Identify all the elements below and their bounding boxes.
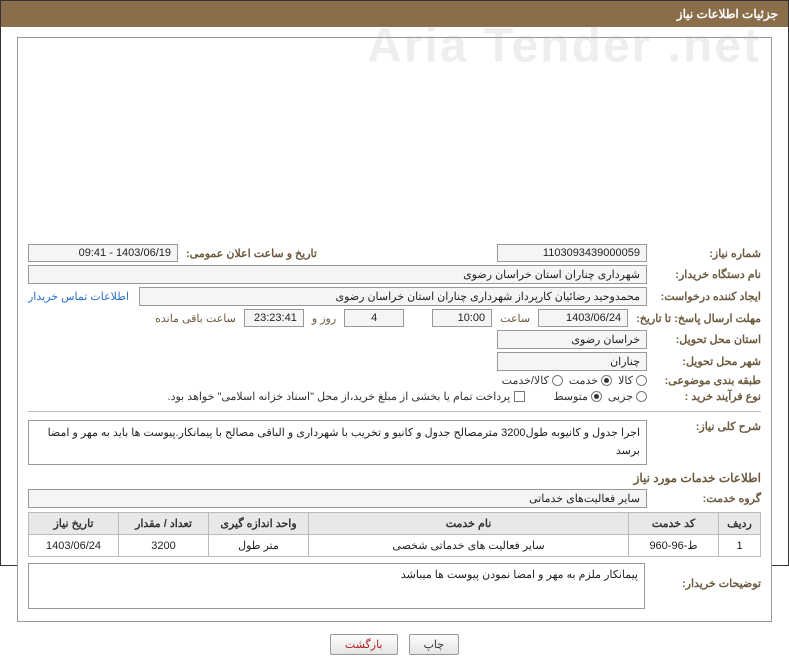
radio-service[interactable]: خدمت: [569, 374, 612, 387]
announce-value: 1403/06/19 - 09:41: [28, 244, 178, 262]
row-city: شهر محل تحویل: چناران: [28, 352, 761, 371]
requester-label: ایجاد کننده درخواست:: [651, 290, 761, 303]
radio-goods[interactable]: کالا: [618, 374, 647, 387]
print-button[interactable]: چاپ: [409, 634, 460, 655]
deadline-label: مهلت ارسال پاسخ: تا تاریخ:: [632, 312, 761, 325]
watermark-text: Aria Tender .net: [28, 19, 761, 74]
need-number-value: 1103093439000059: [497, 244, 647, 262]
table-row: 1 ط-96-960 سایر فعالیت های خدماتی شخصی م…: [29, 535, 761, 557]
deadline-time-value: 10:00: [432, 309, 492, 327]
buyer-notes-text: پیمانکار ملزم به مهر و امضا نمودن پیوست …: [28, 563, 645, 609]
row-buyer-notes: توضیحات خریدار: پیمانکار ملزم به مهر و ا…: [28, 563, 761, 609]
radio-partial[interactable]: جزیی: [608, 390, 647, 403]
buyer-org-label: نام دستگاه خریدار:: [651, 268, 761, 281]
province-value: خراسان رضوی: [497, 330, 647, 349]
time-label: ساعت: [496, 312, 534, 325]
row-deadline: مهلت ارسال پاسخ: تا تاریخ: 1403/06/24 سا…: [28, 309, 761, 327]
main-panel: Aria Tender .net شماره نیاز: 11030934390…: [17, 37, 772, 622]
days-suffix: روز و: [308, 312, 340, 325]
row-process-type: نوع فرآیند خرید : جزیی متوسط پرداخت تمام…: [28, 390, 761, 403]
button-row: چاپ بازگشت: [17, 634, 772, 655]
th-date: تاریخ نیاز: [29, 513, 119, 535]
cell-qty: 3200: [119, 535, 209, 557]
row-summary: شرح کلی نیاز: اجرا جدول و کانیوبه طول320…: [28, 420, 761, 465]
service-group-label: گروه خدمت:: [651, 492, 761, 505]
cell-code: ط-96-960: [629, 535, 719, 557]
page-title: جزئیات اطلاعات نیاز: [677, 7, 778, 21]
row-need-number: شماره نیاز: 1103093439000059 تاریخ و ساع…: [28, 244, 761, 262]
summary-label: شرح کلی نیاز:: [651, 420, 761, 433]
services-table: ردیف کد خدمت نام خدمت واحد اندازه گیری ت…: [28, 512, 761, 557]
radio-medium[interactable]: متوسط: [553, 390, 602, 403]
th-row: ردیف: [719, 513, 761, 535]
contact-buyer-link[interactable]: اطلاعات تماس خریدار: [28, 290, 135, 303]
row-service-group: گروه خدمت: سایر فعالیت‌های خدماتی: [28, 489, 761, 508]
services-section-title: اطلاعات خدمات مورد نیاز: [28, 471, 761, 485]
cell-idx: 1: [719, 535, 761, 557]
cell-date: 1403/06/24: [29, 535, 119, 557]
announce-label: تاریخ و ساعت اعلان عمومی:: [182, 247, 317, 260]
cell-name: سایر فعالیت های خدماتی شخصی: [309, 535, 629, 557]
province-label: استان محل تحویل:: [651, 333, 761, 346]
buyer-org-value: شهرداری چناران استان خراسان رضوی: [28, 265, 647, 284]
city-label: شهر محل تحویل:: [651, 355, 761, 368]
treasury-checkbox[interactable]: [514, 391, 525, 402]
title-bar: جزئیات اطلاعات نیاز: [1, 1, 788, 27]
radio-both[interactable]: کالا/خدمت: [502, 374, 563, 387]
need-number-label: شماره نیاز:: [651, 247, 761, 260]
row-buyer-org: نام دستگاه خریدار: شهرداری چناران استان …: [28, 265, 761, 284]
row-requester: ایجاد کننده درخواست: محمدوحید رضائیان کا…: [28, 287, 761, 306]
back-button[interactable]: بازگشت: [330, 634, 398, 655]
content-area: Aria Tender .net شماره نیاز: 11030934390…: [1, 27, 788, 665]
row-province: استان محل تحویل: خراسان رضوی: [28, 330, 761, 349]
buyer-notes-label: توضیحات خریدار:: [651, 563, 761, 590]
deadline-date-value: 1403/06/24: [538, 309, 628, 327]
treasury-note: پرداخت تمام یا بخشی از مبلغ خرید،از محل …: [168, 390, 511, 403]
service-group-value: سایر فعالیت‌های خدماتی: [28, 489, 647, 508]
divider-1: [28, 411, 761, 412]
days-remaining-value: 4: [344, 309, 404, 327]
cell-unit: متر طول: [209, 535, 309, 557]
th-name: نام خدمت: [309, 513, 629, 535]
city-value: چناران: [497, 352, 647, 371]
classification-radios: کالا خدمت کالا/خدمت: [502, 374, 647, 387]
window-frame: جزئیات اطلاعات نیاز Aria Tender .net شما…: [0, 0, 789, 566]
countdown-value: 23:23:41: [244, 309, 304, 327]
table-header-row: ردیف کد خدمت نام خدمت واحد اندازه گیری ت…: [29, 513, 761, 535]
row-classification: طبقه بندی موضوعی: کالا خدمت کالا/خدمت: [28, 374, 761, 387]
process-label: نوع فرآیند خرید :: [651, 390, 761, 403]
requester-value: محمدوحید رضائیان کارپرداز شهرداری چناران…: [139, 287, 647, 306]
th-code: کد خدمت: [629, 513, 719, 535]
remaining-suffix: ساعت باقی مانده: [151, 312, 240, 325]
th-qty: تعداد / مقدار: [119, 513, 209, 535]
process-radios: جزیی متوسط: [553, 390, 647, 403]
summary-text: اجرا جدول و کانیوبه طول3200 مترمصالح جدو…: [28, 420, 647, 465]
th-unit: واحد اندازه گیری: [209, 513, 309, 535]
classification-label: طبقه بندی موضوعی:: [651, 374, 761, 387]
